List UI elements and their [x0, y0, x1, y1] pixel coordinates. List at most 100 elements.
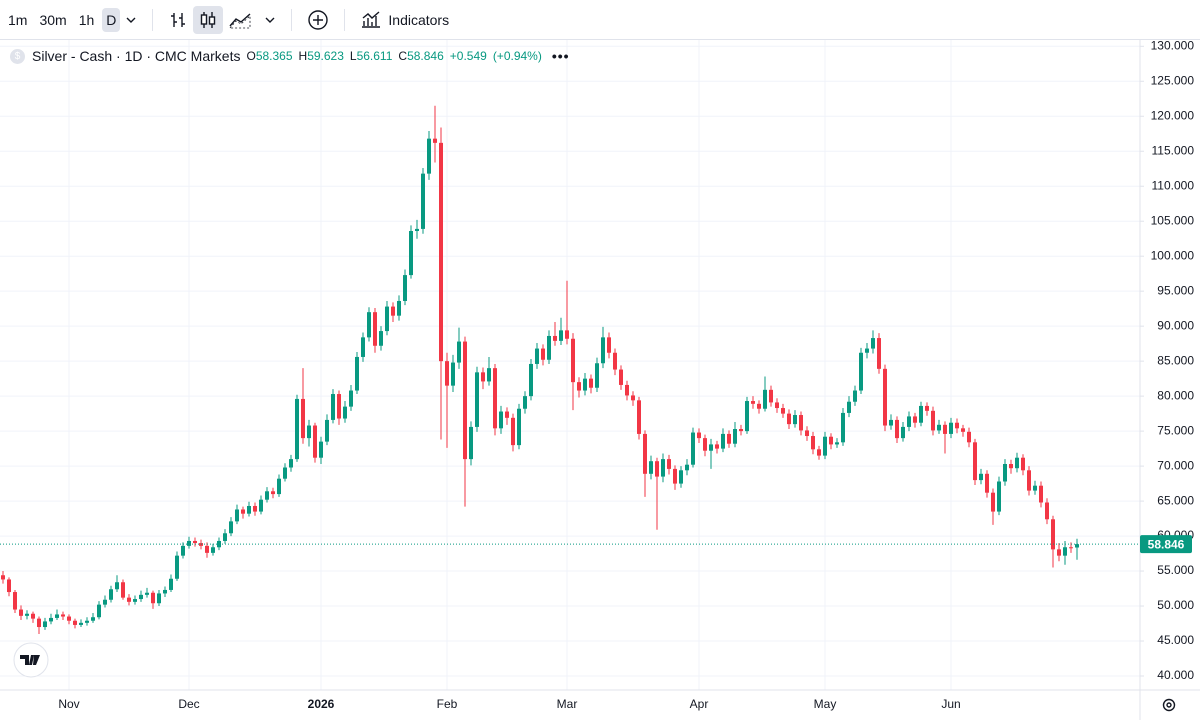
candle-body: [133, 599, 137, 602]
interval-button[interactable]: D: [102, 7, 121, 32]
candle-body: [493, 368, 497, 429]
y-tick-label: 70.000: [1157, 458, 1194, 472]
tv-logo[interactable]: [13, 642, 49, 678]
more-button[interactable]: •••: [551, 48, 570, 64]
candle-body: [559, 330, 563, 341]
indicators-button[interactable]: Indicators: [355, 6, 454, 34]
candle-body: [1075, 544, 1079, 548]
x-tick-label: Feb: [437, 697, 458, 711]
candle-body: [469, 426, 473, 460]
candle-body: [763, 389, 767, 409]
interval-button[interactable]: 1h: [78, 11, 95, 28]
candle-body: [601, 337, 605, 364]
candle-body: [517, 408, 521, 446]
candle-body: [931, 410, 935, 431]
candle-body: [433, 138, 437, 143]
legend-change: +0.549: [449, 49, 487, 63]
last-price-label: 58.846: [1148, 537, 1185, 551]
candle-body: [1027, 470, 1031, 491]
candle-body: [895, 419, 899, 439]
candle-body: [427, 138, 431, 174]
candle-body: [865, 348, 869, 353]
candle-body: [37, 618, 41, 628]
candle-body: [1069, 547, 1073, 549]
y-tick-label: 105.000: [1151, 213, 1195, 227]
candle-style-button[interactable]: [193, 5, 224, 34]
candle-body: [145, 592, 149, 595]
bars-icon: [171, 12, 186, 27]
candle-body: [127, 597, 131, 602]
candle-body: [1045, 502, 1049, 520]
candle-body: [271, 491, 275, 495]
interval-dropdown[interactable]: [120, 10, 142, 30]
candle-body: [733, 429, 737, 444]
candle-body: [1051, 519, 1055, 550]
candle-body: [1033, 485, 1037, 491]
candle-body: [49, 617, 53, 622]
candle-body: [709, 444, 713, 451]
candle-body: [847, 401, 851, 413]
logo-glyph: [20, 655, 40, 665]
candle-body: [553, 335, 557, 341]
candle-body: [817, 449, 821, 456]
candle-body: [409, 231, 413, 276]
candle-body: [583, 378, 587, 391]
candle-body: [955, 422, 959, 429]
y-tick-label: 45.000: [1157, 633, 1194, 647]
candle-body: [739, 429, 743, 432]
candle-body: [655, 461, 659, 477]
legend-change-pct: (+0.94%): [492, 49, 542, 63]
candle-body: [373, 312, 377, 346]
style-dropdown[interactable]: [259, 10, 281, 30]
candle-body: [379, 331, 383, 346]
candle-body: [685, 464, 689, 471]
candle-body: [571, 338, 575, 383]
candle-body: [247, 505, 251, 514]
candle-body: [295, 398, 299, 460]
candle-body: [913, 416, 917, 423]
candle-body: [769, 389, 773, 403]
settings-icon[interactable]: [1162, 698, 1176, 712]
candle-body: [679, 470, 683, 484]
x-tick-label: May: [814, 697, 837, 711]
candle-body: [841, 412, 845, 443]
candle-body: [415, 228, 419, 232]
indicators-label: Indicators: [388, 11, 450, 28]
candle-body: [991, 492, 995, 512]
gear-ring: [1162, 698, 1176, 712]
candle-body: [211, 547, 215, 553]
candle-body: [547, 335, 551, 360]
interval-button[interactable]: 1m: [8, 11, 28, 28]
candles: [1, 105, 1079, 635]
candle-body: [529, 363, 533, 397]
y-tick-label: 120.000: [1151, 108, 1195, 122]
plus-icon: [308, 9, 329, 30]
candle-body: [391, 306, 395, 316]
candle-body: [565, 330, 569, 339]
candle-body: [289, 459, 293, 468]
candle-body: [103, 599, 107, 605]
candle-body: [793, 415, 797, 425]
x-tick-label: Apr: [690, 697, 709, 711]
interval-button[interactable]: 30m: [39, 11, 67, 28]
candle-body: [811, 436, 815, 450]
candle-body: [91, 617, 95, 621]
candle-body: [577, 382, 581, 391]
candle-body: [925, 405, 929, 411]
legend-label: L: [349, 49, 357, 63]
bar-style-button[interactable]: [163, 6, 193, 34]
candle-body: [979, 473, 983, 481]
y-tick-label: 110.000: [1152, 178, 1195, 192]
axes: 40.00045.00050.00055.00060.00065.00070.0…: [0, 38, 1200, 720]
candle-body: [19, 609, 23, 616]
candle-body: [823, 436, 827, 456]
candle-body: [907, 416, 911, 427]
area-style-button[interactable]: [223, 6, 259, 34]
candle-body: [283, 467, 287, 479]
compare-button[interactable]: [302, 5, 334, 35]
candle-body: [877, 338, 881, 369]
y-tick-label: 85.000: [1157, 353, 1194, 367]
candle-body: [619, 369, 623, 385]
candle-body: [361, 337, 365, 357]
